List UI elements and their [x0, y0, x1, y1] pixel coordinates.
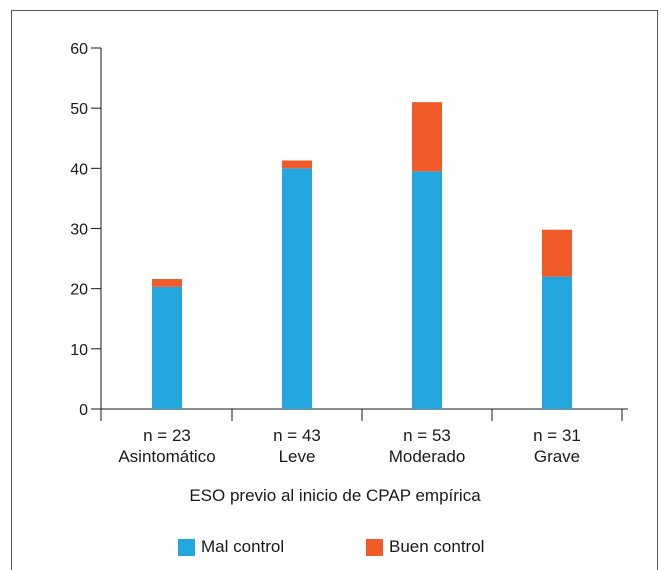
bar-mal-control-moderado — [412, 171, 442, 409]
category-n-label-2: n = 53 — [403, 426, 451, 445]
category-n-label-3: n = 31 — [533, 426, 581, 445]
category-n-label-0: n = 23 — [143, 426, 191, 445]
bar-buen-control-moderado — [412, 102, 442, 172]
y-tick-label-50: 50 — [70, 101, 88, 118]
legend-label-buen-control: Buen control — [389, 537, 485, 556]
bar-mal-control-leve — [282, 168, 312, 409]
y-tick-label-20: 20 — [70, 282, 88, 299]
bar-mal-control-asintomático — [152, 286, 182, 409]
bar-buen-control-grave — [542, 229, 572, 277]
legend-label-mal-control: Mal control — [201, 537, 285, 556]
legend-swatch-buen-control — [366, 538, 383, 556]
category-name-label-3: Grave — [534, 447, 580, 466]
y-tick-label-60: 60 — [70, 41, 88, 58]
x-axis-title: ESO previo al inicio de CPAP empírica — [189, 486, 481, 505]
bars — [152, 102, 572, 409]
y-tick-label-10: 10 — [70, 342, 88, 359]
y-tick-label-40: 40 — [70, 161, 88, 178]
legend-swatch-mal-control — [178, 538, 195, 556]
y-tick-label-30: 30 — [70, 222, 88, 239]
bar-buen-control-asintomático — [152, 279, 182, 287]
category-name-label-1: Leve — [279, 447, 316, 466]
legend-item-buen-control: Buen control — [366, 537, 484, 557]
legend: Mal control Buen control — [0, 537, 670, 559]
x-axis — [91, 408, 628, 421]
y-axis: 0 10 20 30 40 50 60 — [70, 41, 102, 421]
legend-item-mal-control: Mal control — [178, 537, 284, 557]
bar-buen-control-leve — [282, 160, 312, 169]
chart-frame — [11, 10, 658, 570]
category-n-label-1: n = 43 — [273, 426, 321, 445]
y-tick-label-0: 0 — [79, 402, 88, 419]
category-name-label-2: Moderado — [389, 447, 466, 466]
category-name-label-0: Asintomático — [118, 447, 215, 466]
bar-mal-control-grave — [542, 276, 572, 409]
category-labels: n = 23 Asintomático n = 43 Leve n = 53 Modera… — [118, 426, 581, 466]
bar-chart: 0 10 20 30 40 50 60 n = 23 Asintomático n = 43 Le… — [70, 41, 628, 466]
